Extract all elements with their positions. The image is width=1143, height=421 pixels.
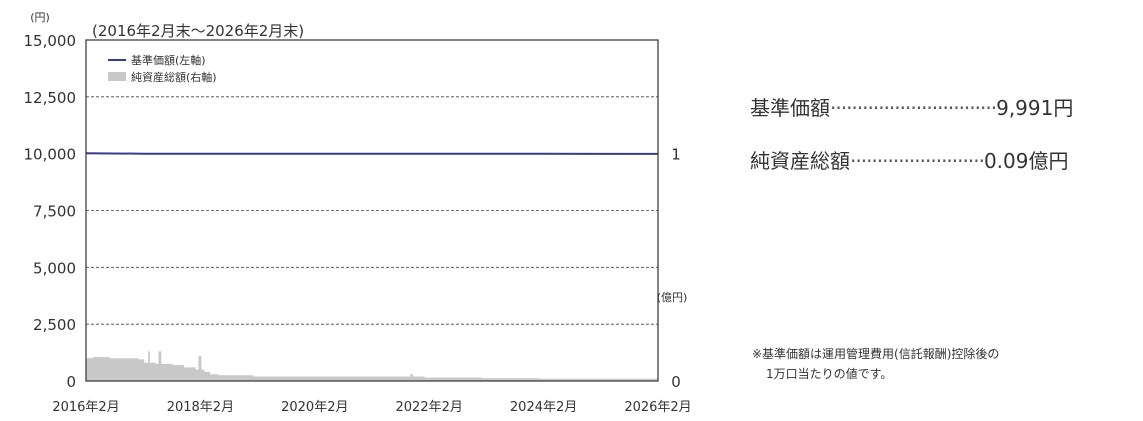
net-assets-summary: 純資産総額·························0.09億円	[750, 145, 1140, 174]
series-nav-line	[85, 152, 658, 155]
legend: 基準価額(左軸) 純資産総額(右軸)	[108, 53, 217, 84]
nav-summary: 基準価額·······························9,991…	[750, 92, 1140, 121]
right-tick-label: 1	[671, 146, 681, 164]
net-assets-area-layer	[86, 351, 658, 381]
x-tick-label: 2020年2月	[281, 400, 348, 415]
x-axis-tick-labels: 2016年2月 2018年2月 2020年2月 2022年2月 2024年2月 2026年…	[52, 400, 691, 415]
series-net-assets-area	[86, 351, 658, 381]
nav-leader-dots: ·······························	[830, 96, 997, 120]
left-tick-label: 12,500	[24, 89, 77, 107]
nav-label: 基準価額	[750, 96, 830, 120]
left-tick-label: 7,500	[33, 203, 76, 221]
legend-label-assets: 純資産総額(右軸)	[131, 70, 217, 84]
x-tick-label: 2016年2月	[52, 400, 119, 415]
footnote: ※基準価額は運用管理費用(信託報酬)控除後の 1万口当たりの値です。	[752, 344, 999, 384]
left-tick-label: 15,000	[24, 32, 77, 50]
left-axis-tick-labels: 15,000 12,500 10,000 7,500 5,000 2,500 0	[24, 32, 77, 391]
gridlines	[86, 96, 658, 325]
x-tick-label: 2022年2月	[396, 400, 463, 415]
nav-line-layer	[85, 152, 658, 155]
plot-frame	[85, 39, 659, 382]
right-axis-unit: (億円)	[657, 291, 688, 304]
net-assets-leader-dots: ·························	[850, 149, 985, 173]
left-tick-label: 10,000	[24, 146, 77, 164]
left-tick-label: 2,500	[33, 316, 76, 334]
nav-value: 9,991円	[996, 96, 1074, 120]
x-tick-label: 2026年2月	[624, 400, 691, 415]
chart-period: (2016年2月末～2026年2月末)	[92, 22, 304, 40]
x-tick-label: 2024年2月	[510, 400, 577, 415]
left-axis-unit: (円)	[30, 11, 50, 24]
footnote-line-1: ※基準価額は運用管理費用(信託報酬)控除後の	[752, 347, 1000, 361]
left-tick-label: 0	[66, 373, 76, 391]
right-axis-tick-labels: 10	[671, 146, 681, 391]
net-assets-value: 0.09億円	[983, 149, 1069, 173]
legend-label-nav: 基準価額(左軸)	[131, 53, 206, 67]
left-tick-label: 5,000	[33, 259, 76, 277]
legend-swatch-assets	[108, 72, 126, 81]
footnote-line-2: 1万口当たりの値です。	[766, 367, 893, 381]
right-tick-label: 0	[671, 373, 681, 391]
x-tick-label: 2018年2月	[167, 400, 234, 415]
net-assets-label: 純資産総額	[750, 149, 850, 173]
